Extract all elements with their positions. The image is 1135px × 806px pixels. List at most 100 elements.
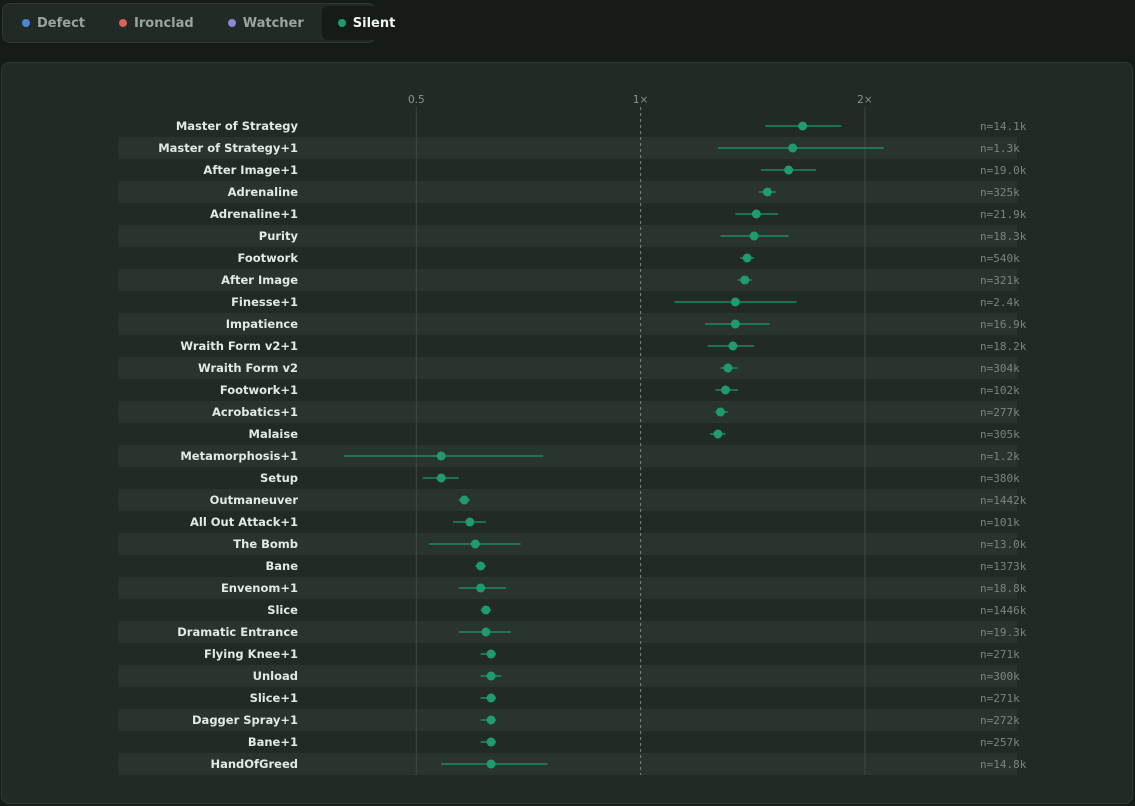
sample-size-label: n=101k (980, 516, 1020, 529)
tab-ironclad[interactable]: Ironclad (103, 6, 210, 40)
tick-label: 2× (857, 94, 872, 106)
row-band (118, 753, 1017, 775)
row-label: The Bomb (233, 537, 298, 551)
row-label: Bane+1 (248, 735, 298, 749)
estimate-point (476, 561, 486, 571)
sample-size-label: n=277k (980, 406, 1020, 419)
estimate-point (798, 121, 808, 131)
estimate-point (713, 429, 723, 439)
sample-size-label: n=321k (980, 274, 1020, 287)
sample-size-label: n=16.9k (980, 318, 1027, 331)
estimate-point (436, 451, 446, 461)
estimate-point (481, 627, 491, 637)
estimate-point (723, 363, 733, 373)
estimate-point (730, 297, 740, 307)
sample-size-label: n=19.3k (980, 626, 1027, 639)
row-label: Acrobatics+1 (212, 405, 298, 419)
row-label: Slice (267, 603, 298, 617)
row-label: Wraith Form v2 (198, 361, 298, 375)
ironclad-color-dot-icon (119, 19, 128, 27)
row-band (118, 533, 1017, 555)
estimate-point (470, 539, 480, 549)
silent-color-dot-icon (337, 19, 346, 27)
estimate-point (486, 737, 496, 747)
sample-size-label: n=1442k (980, 494, 1027, 507)
row-label: Envenom+1 (221, 581, 298, 595)
sample-size-label: n=19.0k (980, 164, 1027, 177)
row-label: Flying Knee+1 (204, 647, 298, 661)
row-label: Master of Strategy (176, 119, 299, 133)
row-label: Impatience (226, 317, 298, 331)
sample-size-label: n=325k (980, 186, 1020, 199)
tick-label: 0.5 (408, 94, 425, 106)
sample-size-label: n=14.8k (980, 758, 1027, 771)
row-label: Footwork (237, 251, 298, 265)
row-label: Metamorphosis+1 (180, 449, 298, 463)
row-label: Dramatic Entrance (177, 625, 298, 639)
defect-color-dot-icon (22, 19, 30, 27)
sample-size-label: n=540k (980, 252, 1020, 265)
estimate-point (749, 231, 759, 241)
row-band (118, 269, 1017, 291)
tab-label: Defect (37, 15, 86, 31)
row-label: Bane (265, 559, 298, 573)
estimate-point (788, 143, 798, 153)
tick-label: 1× (633, 94, 648, 106)
row-label: Slice+1 (250, 691, 298, 705)
row-band (118, 445, 1017, 467)
estimate-point (730, 319, 740, 329)
estimate-point (784, 165, 794, 175)
estimate-point (436, 473, 446, 483)
tab-label: Watcher (242, 15, 304, 31)
estimate-point (721, 385, 731, 395)
row-label: Wraith Form v2+1 (180, 339, 298, 353)
row-label: After Image+1 (203, 163, 298, 177)
row-band (118, 577, 1017, 599)
tab-watcher[interactable]: Watcher (212, 6, 320, 40)
row-band (118, 181, 1017, 203)
row-label: After Image (221, 273, 298, 287)
sample-size-label: n=380k (980, 472, 1020, 485)
row-band (118, 401, 1017, 423)
row-label: Adrenaline (228, 185, 299, 199)
row-label: Outmaneuver (210, 493, 299, 507)
sample-size-label: n=300k (980, 670, 1020, 683)
estimate-point (762, 187, 772, 197)
row-label: HandOfGreed (210, 757, 298, 771)
sample-size-label: n=2.4k (980, 296, 1020, 309)
sample-size-label: n=18.2k (980, 340, 1027, 353)
tab-defect[interactable]: Defect (6, 6, 101, 40)
estimate-point (751, 209, 761, 219)
estimate-point (481, 605, 491, 615)
sample-size-label: n=102k (980, 384, 1020, 397)
row-label: Adrenaline+1 (210, 207, 298, 221)
row-band (118, 709, 1017, 731)
row-band (118, 489, 1017, 511)
estimate-point (465, 517, 475, 527)
row-label: Purity (259, 229, 299, 243)
row-label: Malaise (249, 427, 299, 441)
tab-silent[interactable]: Silent (321, 6, 412, 40)
estimate-point (486, 715, 496, 725)
forest-plot: 0.5 1× 2× Master of Strategy n=14.1k Master o… (118, 94, 1027, 775)
row-label: All Out Attack+1 (190, 515, 298, 529)
row-band (118, 137, 1017, 159)
row-band (118, 665, 1017, 687)
sample-size-label: n=18.3k (980, 230, 1027, 243)
row-band (118, 225, 1017, 247)
estimate-point (486, 671, 496, 681)
sample-size-label: n=271k (980, 648, 1020, 661)
sample-size-label: n=14.1k (980, 120, 1027, 133)
estimate-point (715, 407, 725, 417)
tab-label: Silent (352, 15, 396, 31)
estimate-point (486, 693, 496, 703)
estimate-point (728, 341, 738, 351)
sample-size-label: n=1.3k (980, 142, 1020, 155)
sample-size-label: n=271k (980, 692, 1020, 705)
watcher-color-dot-icon (227, 19, 236, 27)
sample-size-label: n=305k (980, 428, 1020, 441)
estimate-point (740, 275, 750, 285)
sample-size-label: n=257k (980, 736, 1020, 749)
chart-panel: 0.5 1× 2× Master of Strategy n=14.1k Master o… (1, 62, 1133, 804)
estimate-point (459, 495, 469, 505)
